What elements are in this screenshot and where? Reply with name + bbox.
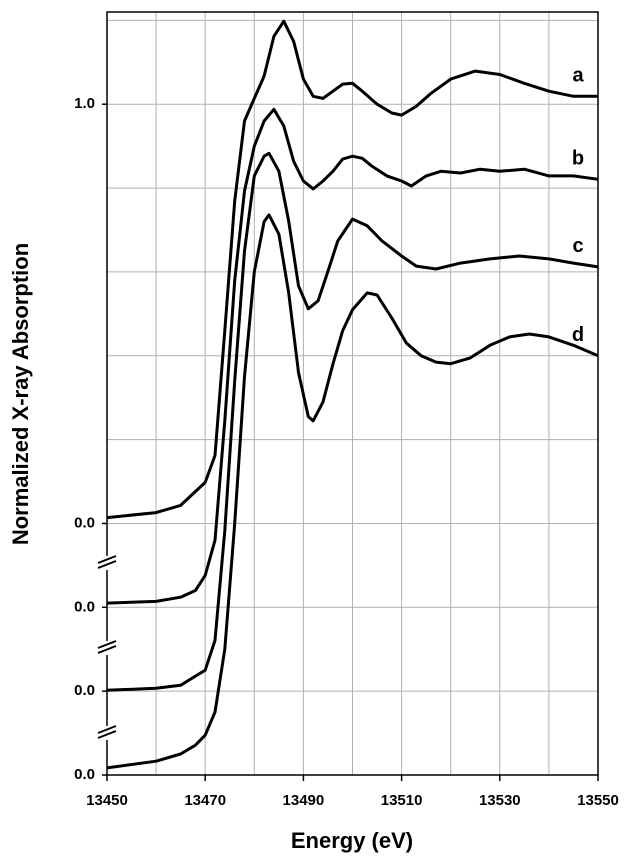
x-tick-label: 13510 [381,792,423,809]
series-line [106,151,599,692]
grid [106,12,599,775]
y-axis-title: Normalized X-ray Absorption [8,243,33,545]
x-tick-label: 13450 [86,792,128,809]
y-tick-label: 0.0 [74,682,95,699]
x-tick-label: 13470 [184,792,226,809]
x-axis-title: Energy (eV) [291,828,413,853]
y-tick-label: 0.0 [74,766,95,783]
x-tick-label: 13550 [577,792,619,809]
series-label: d [572,324,584,346]
series-line [106,19,598,520]
y-tick-label: 0.0 [74,598,95,615]
series-label: b [572,148,584,170]
x-tick-label: 13490 [283,792,325,809]
y-tick-label: 1.0 [74,95,95,112]
axis-breaks [97,555,117,740]
series-label: a [572,65,584,87]
x-tick-label: 13530 [479,792,521,809]
series-line [106,107,599,605]
plot-frame [106,11,599,776]
lines [106,19,599,770]
series-label: c [572,235,583,257]
series-line [106,213,599,770]
y-tick-label: 0.0 [74,514,95,531]
